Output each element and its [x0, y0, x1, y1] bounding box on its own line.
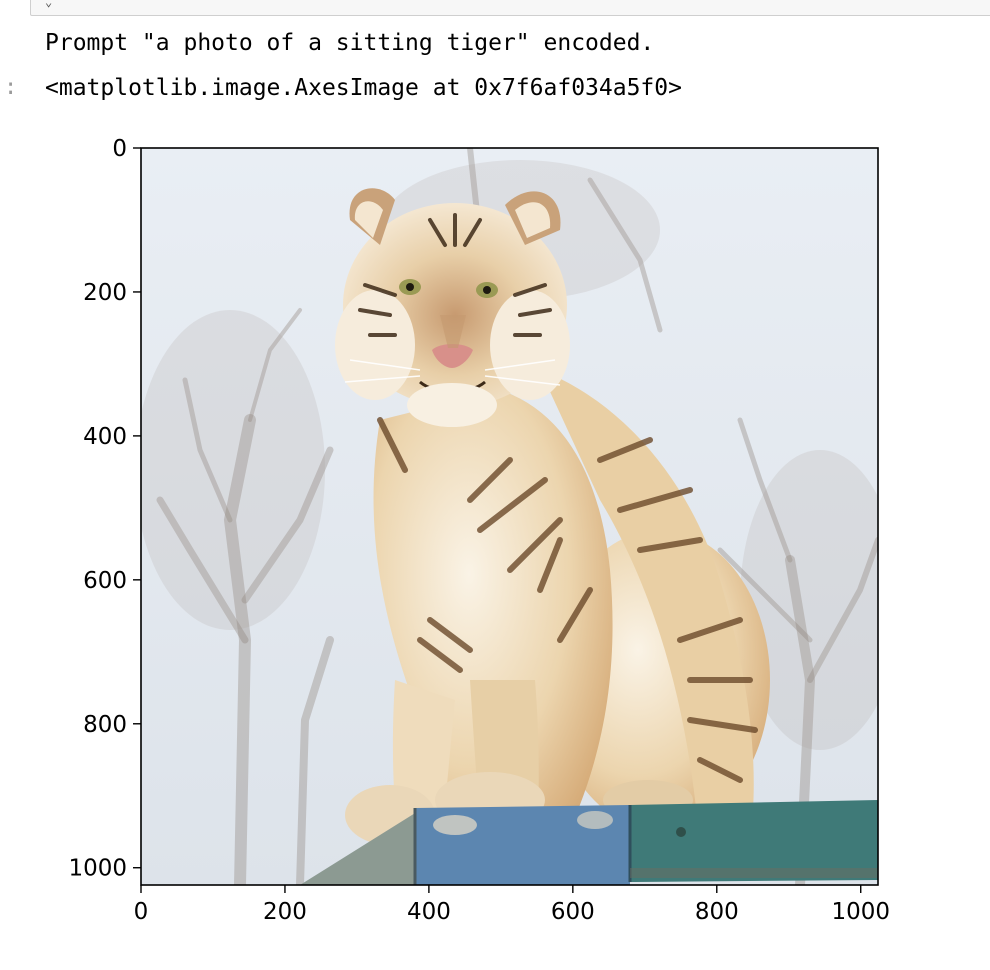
y-tick-label: 0 — [112, 136, 127, 162]
previous-cell-input-area[interactable]: ⌄ — [30, 0, 990, 16]
repr-text: <matplotlib.image.AxesImage at 0x7f6af03… — [45, 75, 682, 101]
x-tick-label: 200 — [263, 899, 307, 925]
matplotlib-figure: 0 200 400 600 800 1000 0 200 400 600 800 1000 — [68, 136, 890, 925]
y-tick-label: 1000 — [68, 856, 127, 882]
y-tick-label: 600 — [83, 568, 127, 594]
wooden-board — [300, 800, 878, 885]
axes-frame — [140, 147, 879, 886]
stdout-text: Prompt "a photo of a sitting tiger" enco… — [45, 30, 655, 56]
y-axis: 0 200 400 600 800 1000 — [68, 136, 141, 882]
y-tick-label: 400 — [83, 424, 127, 450]
x-tick-label: 600 — [551, 899, 595, 925]
x-tick-label: 400 — [407, 899, 451, 925]
cell-collapse-icon: ⌄ — [45, 0, 53, 9]
x-tick-label: 1000 — [831, 899, 890, 925]
y-tick-label: 200 — [83, 280, 127, 306]
output-prompt-marker: : — [4, 75, 18, 100]
tiger — [335, 188, 770, 855]
x-tick-label: 0 — [134, 899, 149, 925]
y-tick-label: 800 — [83, 712, 127, 738]
x-tick-label: 800 — [695, 899, 739, 925]
x-axis: 0 200 400 600 800 1000 — [134, 885, 890, 925]
tiger-photo — [141, 148, 878, 885]
